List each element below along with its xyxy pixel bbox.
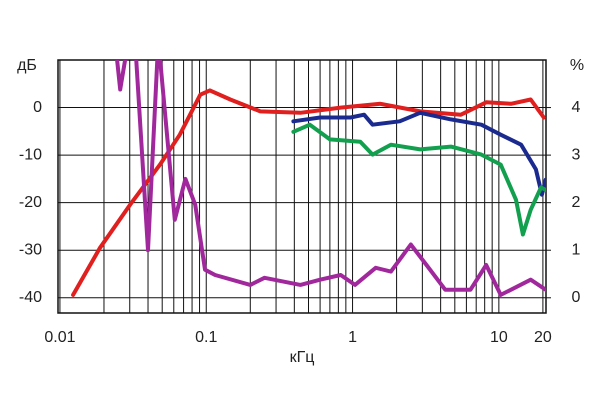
y2-tick-label: 2 [572, 194, 581, 211]
series-line [115, 60, 546, 297]
y2-axis-label: % [570, 57, 584, 74]
series-line [291, 122, 546, 237]
y2-tick-label: 3 [572, 146, 581, 163]
y2-tick-label: 1 [572, 241, 581, 258]
y-tick-label: 0 [33, 99, 42, 116]
y-tick-label: -30 [19, 241, 42, 258]
x-tick-label: 20 [534, 329, 552, 346]
y-tick-label: -40 [19, 289, 42, 306]
lines [71, 60, 546, 297]
y2-tick-label: 4 [572, 99, 581, 116]
plot-frame [57, 59, 547, 314]
x-tick-label: 10 [490, 329, 508, 346]
series-line [291, 110, 546, 197]
series-line [71, 88, 546, 297]
x-axis-label: кГц [290, 349, 315, 366]
x-tick-label: 0.1 [195, 329, 217, 346]
y2-tick-label: 0 [572, 289, 581, 306]
y-axis-label: дБ [17, 57, 37, 74]
x-tick-label: 0.01 [44, 329, 75, 346]
grid [58, 60, 551, 313]
y-tick-label: -20 [19, 194, 42, 211]
y-tick-label: -10 [19, 146, 42, 163]
x-tick-label: 1 [348, 329, 357, 346]
